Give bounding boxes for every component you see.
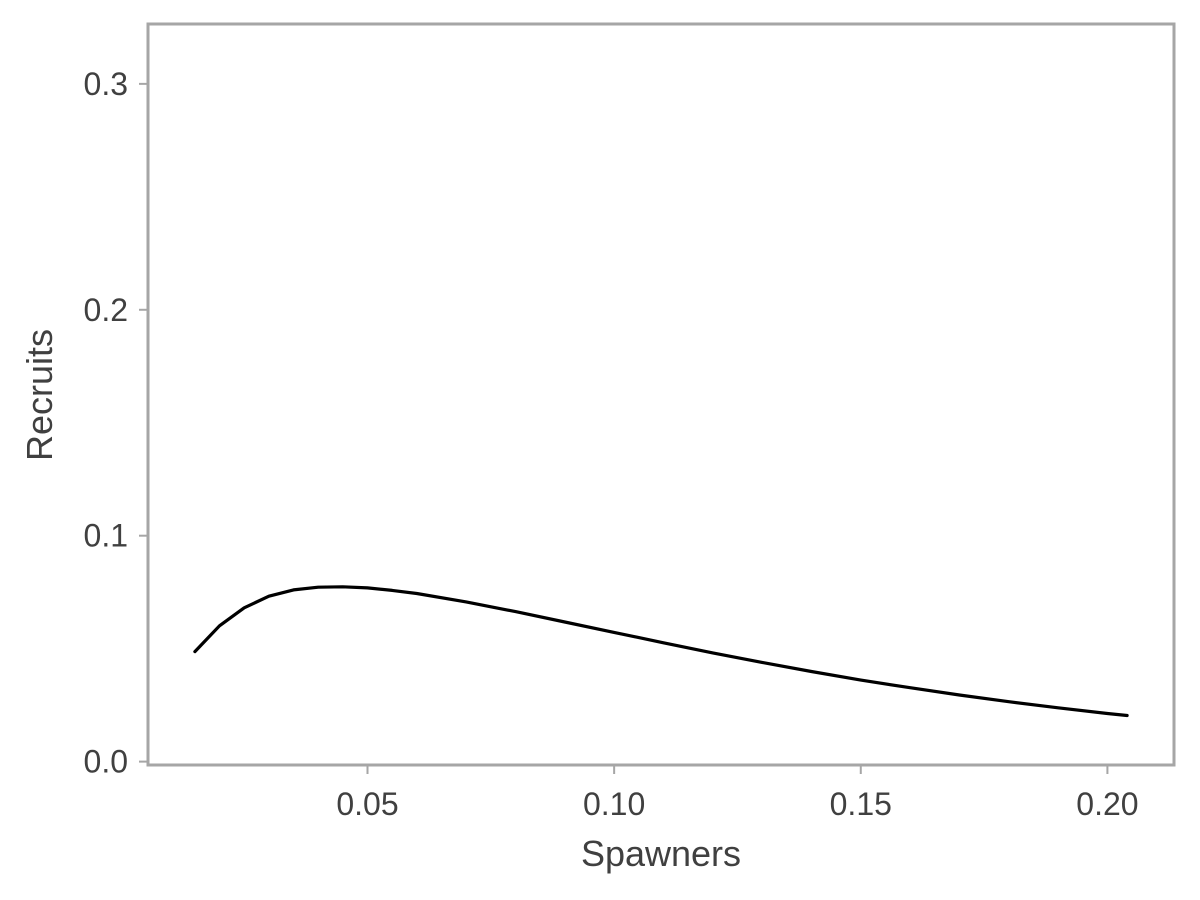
- y-axis-title: Recruits: [19, 329, 60, 461]
- x-tick-label: 0.05: [336, 786, 398, 822]
- y-tick-label: 0.1: [84, 518, 128, 554]
- series-line: [193, 585, 1129, 718]
- y-tick-label: 0.0: [84, 744, 128, 780]
- y-tick-label: 0.2: [84, 292, 128, 328]
- x-axis-ticks: 0.05 0.10 0.15 0.20: [336, 765, 1139, 822]
- plot-frame: [146, 22, 1176, 767]
- x-tick-label: 0.20: [1076, 786, 1138, 822]
- y-axis-ticks: 0.0 0.1 0.2 0.3: [84, 66, 148, 780]
- x-tick-label: 0.10: [583, 786, 645, 822]
- series-layer: [193, 585, 1129, 718]
- y-tick-label: 0.3: [84, 66, 128, 102]
- x-axis-title: Spawners: [581, 833, 741, 874]
- x-tick-label: 0.15: [830, 786, 892, 822]
